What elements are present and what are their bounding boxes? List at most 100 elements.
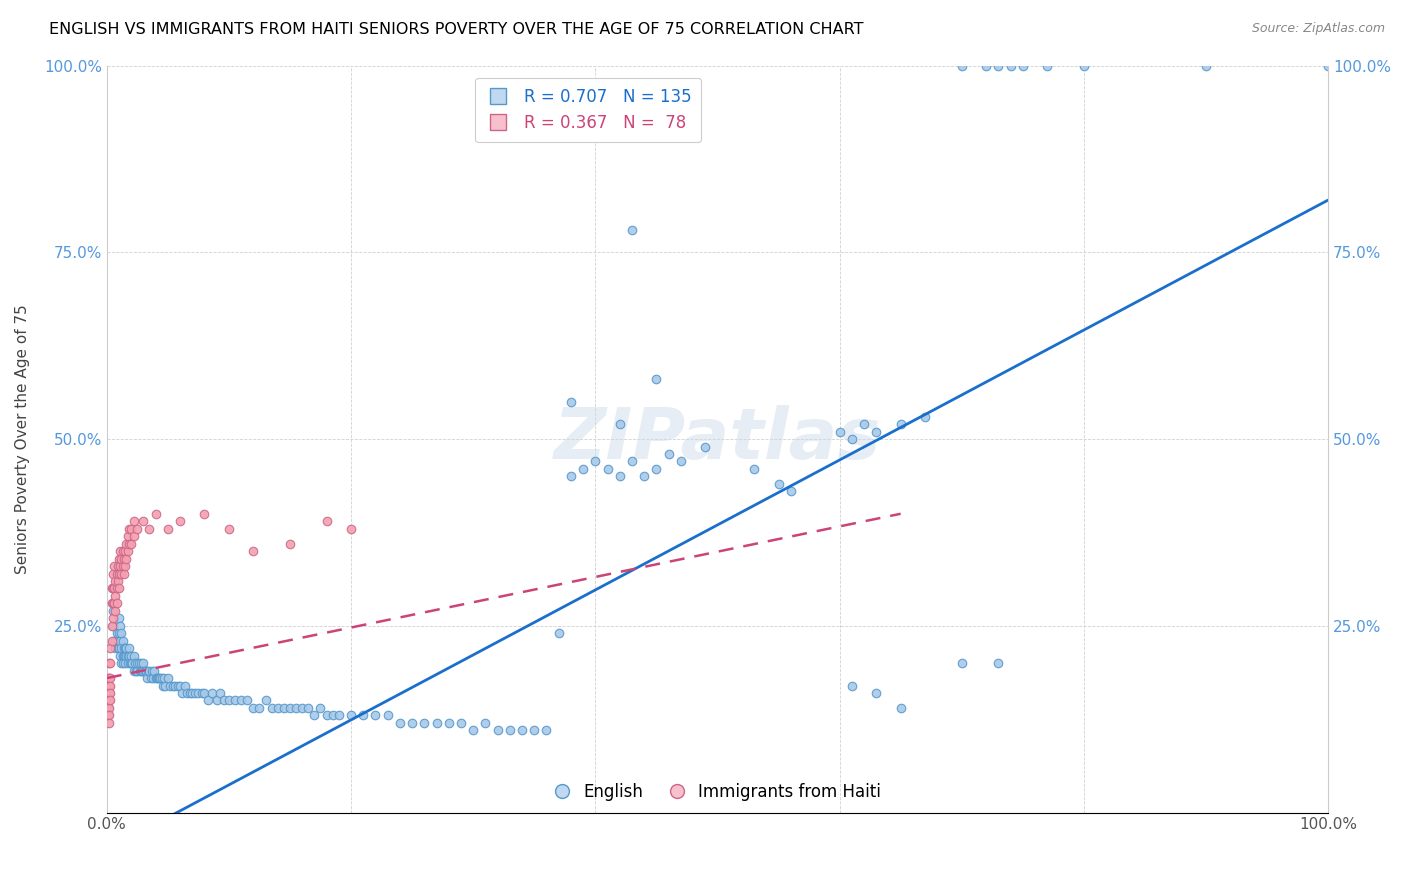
Point: [136, 664, 159, 678]
Point: [155, 679, 177, 693]
Point: [103, 633, 125, 648]
Point: [669, 454, 692, 468]
Point: [156, 671, 179, 685]
Point: [134, 664, 156, 678]
Point: [112, 566, 135, 581]
Point: [242, 701, 264, 715]
Point: [138, 664, 160, 678]
Point: [865, 425, 887, 439]
Point: [165, 679, 187, 693]
Point: [620, 223, 643, 237]
Point: [108, 626, 131, 640]
Point: [120, 536, 142, 550]
Point: [104, 641, 127, 656]
Point: [100, 582, 122, 596]
Point: [108, 619, 131, 633]
Point: [117, 529, 139, 543]
Point: [172, 686, 194, 700]
Point: [98, 693, 121, 707]
Point: [101, 566, 124, 581]
Point: [100, 679, 122, 693]
Point: [129, 664, 152, 678]
Point: [98, 708, 121, 723]
Point: [112, 551, 135, 566]
Point: [201, 686, 224, 700]
Point: [249, 701, 271, 715]
Point: [658, 447, 681, 461]
Point: [768, 476, 790, 491]
Point: [115, 641, 138, 656]
Point: [115, 536, 138, 550]
Point: [101, 611, 124, 625]
Point: [974, 59, 997, 73]
Point: [108, 648, 131, 663]
Point: [950, 59, 973, 73]
Point: [450, 715, 472, 730]
Point: [779, 484, 801, 499]
Point: [132, 656, 155, 670]
Point: [120, 648, 142, 663]
Point: [229, 693, 252, 707]
Point: [315, 514, 337, 528]
Point: [166, 679, 188, 693]
Point: [609, 469, 631, 483]
Point: [474, 715, 496, 730]
Point: [322, 708, 344, 723]
Point: [98, 671, 121, 685]
Point: [328, 708, 350, 723]
Point: [236, 693, 259, 707]
Point: [120, 656, 142, 670]
Point: [101, 596, 124, 610]
Point: [100, 641, 122, 656]
Point: [125, 664, 148, 678]
Point: [153, 671, 176, 685]
Point: [118, 641, 141, 656]
Point: [118, 536, 141, 550]
Point: [742, 462, 765, 476]
Point: [645, 372, 668, 386]
Point: [107, 641, 129, 656]
Point: [377, 708, 399, 723]
Point: [114, 648, 136, 663]
Point: [110, 641, 132, 656]
Point: [254, 693, 277, 707]
Point: [1073, 59, 1095, 73]
Point: [110, 656, 132, 670]
Point: [135, 664, 157, 678]
Point: [117, 648, 139, 663]
Point: [547, 626, 569, 640]
Point: [583, 454, 606, 468]
Point: [841, 679, 863, 693]
Point: [304, 708, 326, 723]
Point: [174, 679, 197, 693]
Text: ENGLISH VS IMMIGRANTS FROM HAITI SENIORS POVERTY OVER THE AGE OF 75 CORRELATION : ENGLISH VS IMMIGRANTS FROM HAITI SENIORS…: [49, 22, 863, 37]
Point: [987, 656, 1010, 670]
Point: [124, 656, 146, 670]
Point: [118, 656, 141, 670]
Point: [191, 686, 214, 700]
Point: [364, 708, 387, 723]
Point: [114, 656, 136, 670]
Point: [193, 507, 215, 521]
Point: [98, 715, 121, 730]
Point: [105, 566, 128, 581]
Point: [146, 671, 169, 685]
Point: [105, 582, 128, 596]
Point: [224, 693, 246, 707]
Point: [100, 619, 122, 633]
Point: [340, 522, 363, 536]
Point: [112, 648, 135, 663]
Point: [828, 425, 851, 439]
Point: [141, 664, 163, 678]
Point: [101, 619, 124, 633]
Point: [510, 723, 533, 738]
Point: [108, 544, 131, 558]
Point: [100, 671, 122, 685]
Point: [169, 679, 191, 693]
Point: [131, 664, 153, 678]
Point: [950, 656, 973, 670]
Point: [98, 686, 121, 700]
Point: [987, 59, 1010, 73]
Point: [97, 671, 120, 685]
Point: [187, 686, 209, 700]
